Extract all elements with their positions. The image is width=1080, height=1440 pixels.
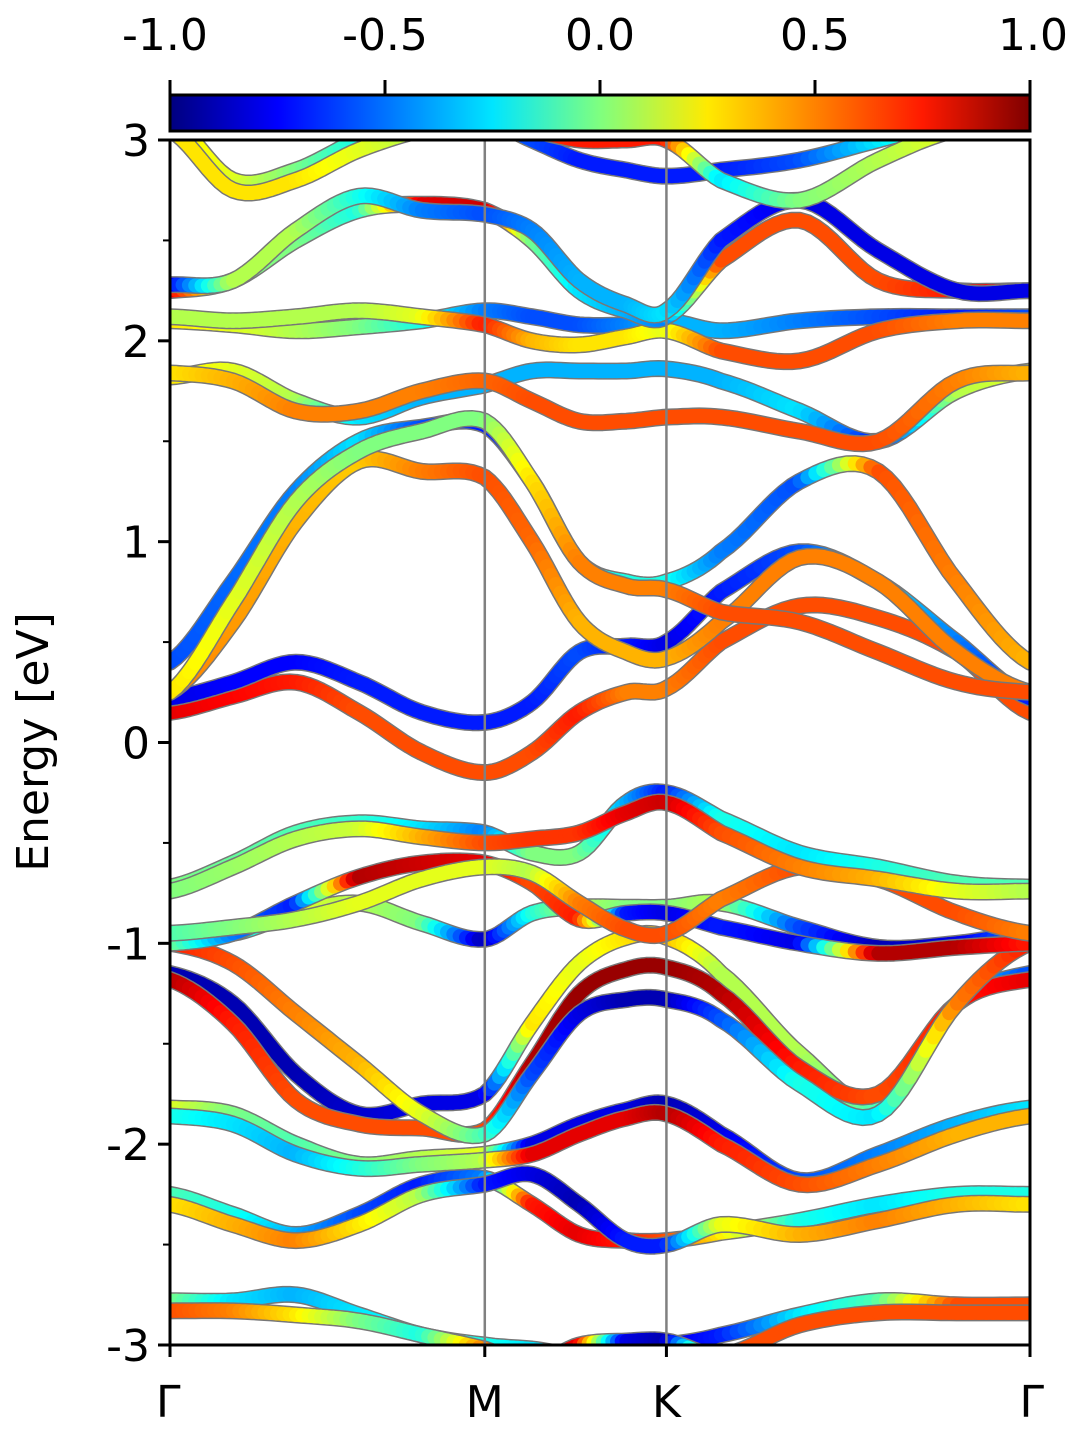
band-segment	[606, 1344, 609, 1345]
y-tick-label: -2	[106, 1120, 150, 1171]
band-segment	[518, 1363, 523, 1364]
y-tick-label: -3	[106, 1321, 150, 1372]
band-23	[170, 302, 1030, 371]
band-segment	[554, 140, 572, 145]
band-segment	[358, 140, 377, 145]
band-segment	[398, 140, 411, 142]
band-segment	[523, 1364, 528, 1365]
plot-area: -3 -2 -1 0 1 2 3 Γ M K Γ	[106, 116, 1044, 1428]
band-segment	[563, 1339, 582, 1345]
band-segment	[698, 1344, 700, 1345]
band-17	[170, 450, 1030, 701]
band-segment	[508, 1359, 513, 1361]
band-segment	[172, 140, 190, 147]
band-segment	[541, 1361, 546, 1363]
band-segment	[560, 1353, 565, 1354]
band-segment	[681, 1340, 699, 1345]
band-segment	[593, 1353, 598, 1354]
y-axis: -3 -2 -1 0 1 2 3	[106, 116, 170, 1372]
band-5	[170, 1094, 1030, 1190]
band-segment	[485, 1343, 494, 1345]
band-segment	[879, 140, 900, 145]
band-segment	[383, 140, 403, 146]
high-symmetry-lines	[483, 140, 668, 1345]
band-segment	[589, 1354, 594, 1355]
band-6	[170, 1103, 1030, 1194]
band-27	[170, 140, 951, 210]
band-segment	[565, 1354, 570, 1355]
band-segment	[606, 1344, 616, 1345]
band-segment	[556, 1354, 561, 1357]
colorbar-tick-label: -1.0	[122, 10, 208, 61]
band-segment	[515, 140, 529, 143]
band-21	[170, 364, 1030, 453]
band-segment	[721, 1354, 729, 1355]
band-segment	[888, 140, 904, 143]
band-4	[170, 1165, 1030, 1255]
band-segment	[635, 140, 653, 146]
band-segment	[546, 1359, 551, 1361]
x-tick-label: K	[652, 1377, 682, 1428]
band-segment	[494, 1353, 499, 1355]
colorbar-tick-label: 0.5	[780, 10, 850, 61]
colorbar: -1.0 -0.5 0.0 0.5 1.0	[122, 10, 1068, 133]
y-tick-label: 0	[122, 719, 150, 770]
x-tick-label: M	[466, 1377, 504, 1428]
band-2	[170, 1302, 1030, 1366]
band-segment	[550, 1344, 553, 1345]
band-segment	[705, 1354, 711, 1355]
band-segment	[710, 1355, 715, 1356]
band-segment	[536, 1343, 550, 1345]
colorbar-gradient	[168, 93, 1032, 133]
band-segment	[734, 1341, 751, 1345]
colorbar-tick-label: 1.0	[998, 10, 1068, 61]
band-segment	[546, 140, 561, 143]
band-segment	[616, 1342, 633, 1345]
band-segment	[651, 140, 670, 146]
band-segment	[558, 140, 577, 146]
band-segment	[612, 1342, 627, 1345]
band-segment	[688, 1342, 701, 1345]
band-segment	[366, 140, 379, 142]
band-segment	[517, 140, 534, 145]
band-segment	[544, 140, 556, 142]
band-lines	[170, 140, 1030, 1366]
x-tick-label: Γ	[156, 1377, 181, 1428]
band-segment	[499, 1355, 504, 1357]
colorbar-ticks: -1.0 -0.5 0.0 0.5 1.0	[122, 10, 1068, 95]
y-axis-title: Energy [eV]	[8, 612, 59, 872]
y-tick-label: 1	[122, 518, 150, 569]
y-tick-label: 2	[122, 317, 150, 368]
band-segment	[561, 1344, 569, 1345]
band-segment	[531, 1342, 546, 1345]
band-segment	[561, 1341, 576, 1345]
band-segment	[734, 1344, 739, 1345]
band-25	[170, 187, 1030, 324]
band-9	[170, 934, 1030, 1145]
colorbar-tick-label: -0.5	[342, 10, 428, 61]
band-14	[170, 793, 1030, 901]
band-segment	[526, 1342, 542, 1345]
y-tick-label: 3	[122, 116, 150, 167]
band-segment	[542, 1344, 553, 1345]
band-segment	[504, 1357, 509, 1359]
band-segment	[550, 140, 567, 144]
x-tick-label: Γ	[1019, 1377, 1044, 1428]
band-segment	[551, 1356, 556, 1359]
band-segment	[608, 1343, 622, 1345]
band-segment	[532, 1365, 537, 1366]
band-segment	[927, 140, 945, 144]
band-segment	[556, 1353, 561, 1354]
y-tick-label: -1	[106, 919, 150, 970]
colorbar-tick-label: 0.0	[565, 10, 635, 61]
band-segment	[513, 1361, 518, 1363]
band-segment	[537, 1363, 542, 1364]
band-segment	[390, 140, 408, 144]
band-segment	[598, 1353, 603, 1354]
